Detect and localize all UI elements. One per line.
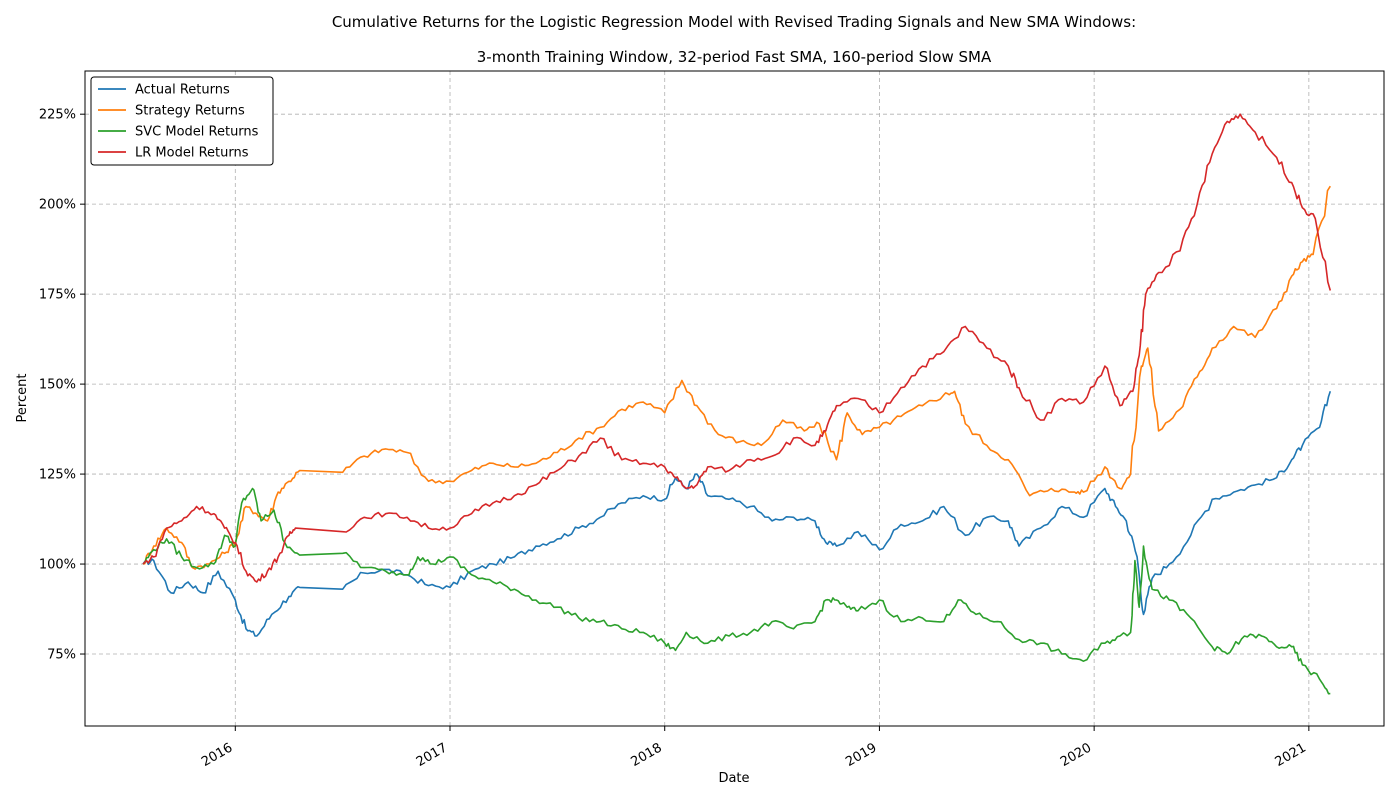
axes-frame bbox=[84, 70, 1385, 727]
series-line-strategy-returns bbox=[142, 185, 1331, 570]
y-tick-label: 75% bbox=[47, 648, 76, 663]
y-tick-label: 200% bbox=[39, 198, 76, 213]
x-tick-label: 2016 bbox=[199, 740, 235, 770]
x-tick-label: 2019 bbox=[843, 740, 879, 770]
y-tick-label: 150% bbox=[39, 378, 76, 393]
y-tick-label: 100% bbox=[39, 558, 76, 573]
x-tick-label: 2017 bbox=[414, 740, 450, 770]
series-line-lr-model-returns bbox=[142, 113, 1332, 583]
y-tick-label: 175% bbox=[39, 288, 76, 303]
legend-label: Actual Returns bbox=[135, 83, 230, 98]
grid bbox=[85, 71, 1384, 726]
legend: Actual Returns Strategy Returns SVC Model … bbox=[90, 76, 274, 166]
legend-label: SVC Model Returns bbox=[135, 125, 259, 140]
series-line-actual-returns bbox=[142, 391, 1332, 637]
legend-box bbox=[90, 76, 274, 166]
x-tick-label: 2020 bbox=[1058, 740, 1094, 770]
y-tick-label: 225% bbox=[39, 108, 76, 123]
series-line-svc-model-returns bbox=[142, 487, 1331, 695]
axis-ticks: 2016 2017 2018 2019 2020 2021 75% 100% 125% 150% 1… bbox=[39, 108, 1310, 770]
legend-label: LR Model Returns bbox=[135, 146, 249, 161]
plot-area bbox=[142, 113, 1332, 695]
legend-label: Strategy Returns bbox=[135, 104, 245, 119]
x-tick-label: 2018 bbox=[629, 740, 665, 770]
y-tick-label: 125% bbox=[39, 468, 76, 483]
chart-subtitle: 3-month Training Window, 32-period Fast … bbox=[477, 48, 992, 66]
y-axis-label: Percent bbox=[15, 374, 30, 423]
x-axis-label: Date bbox=[718, 771, 749, 786]
chart-title: Cumulative Returns for the Logistic Regr… bbox=[332, 13, 1136, 31]
x-tick-label: 2021 bbox=[1273, 740, 1309, 770]
